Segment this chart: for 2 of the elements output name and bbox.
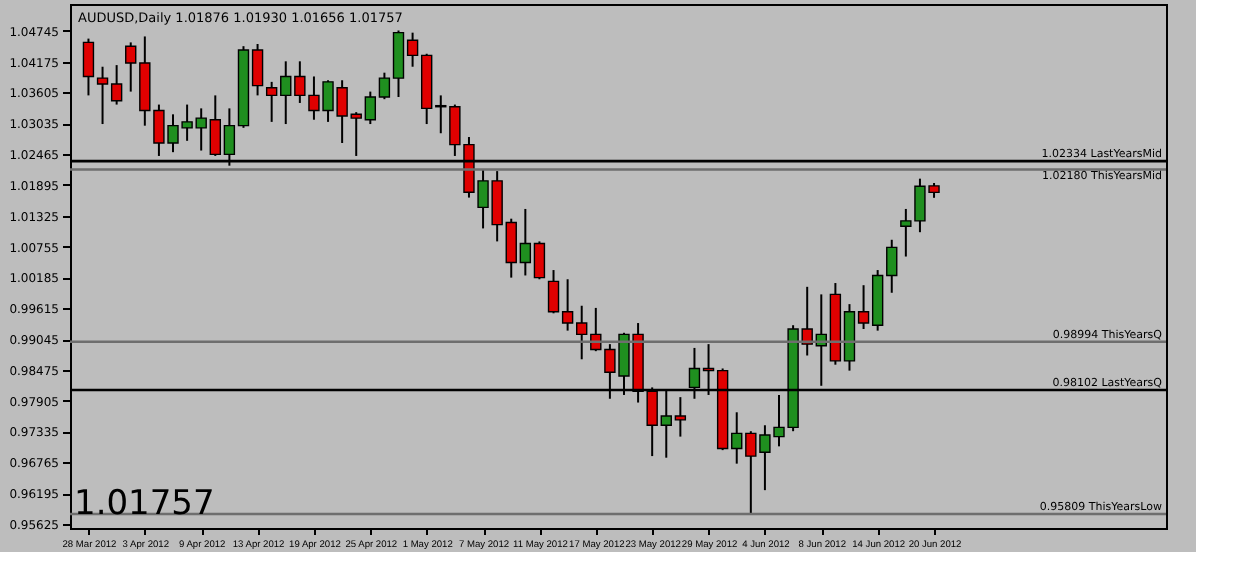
annotation: 1.01757: [74, 484, 215, 524]
candlestick: [82, 37, 95, 97]
